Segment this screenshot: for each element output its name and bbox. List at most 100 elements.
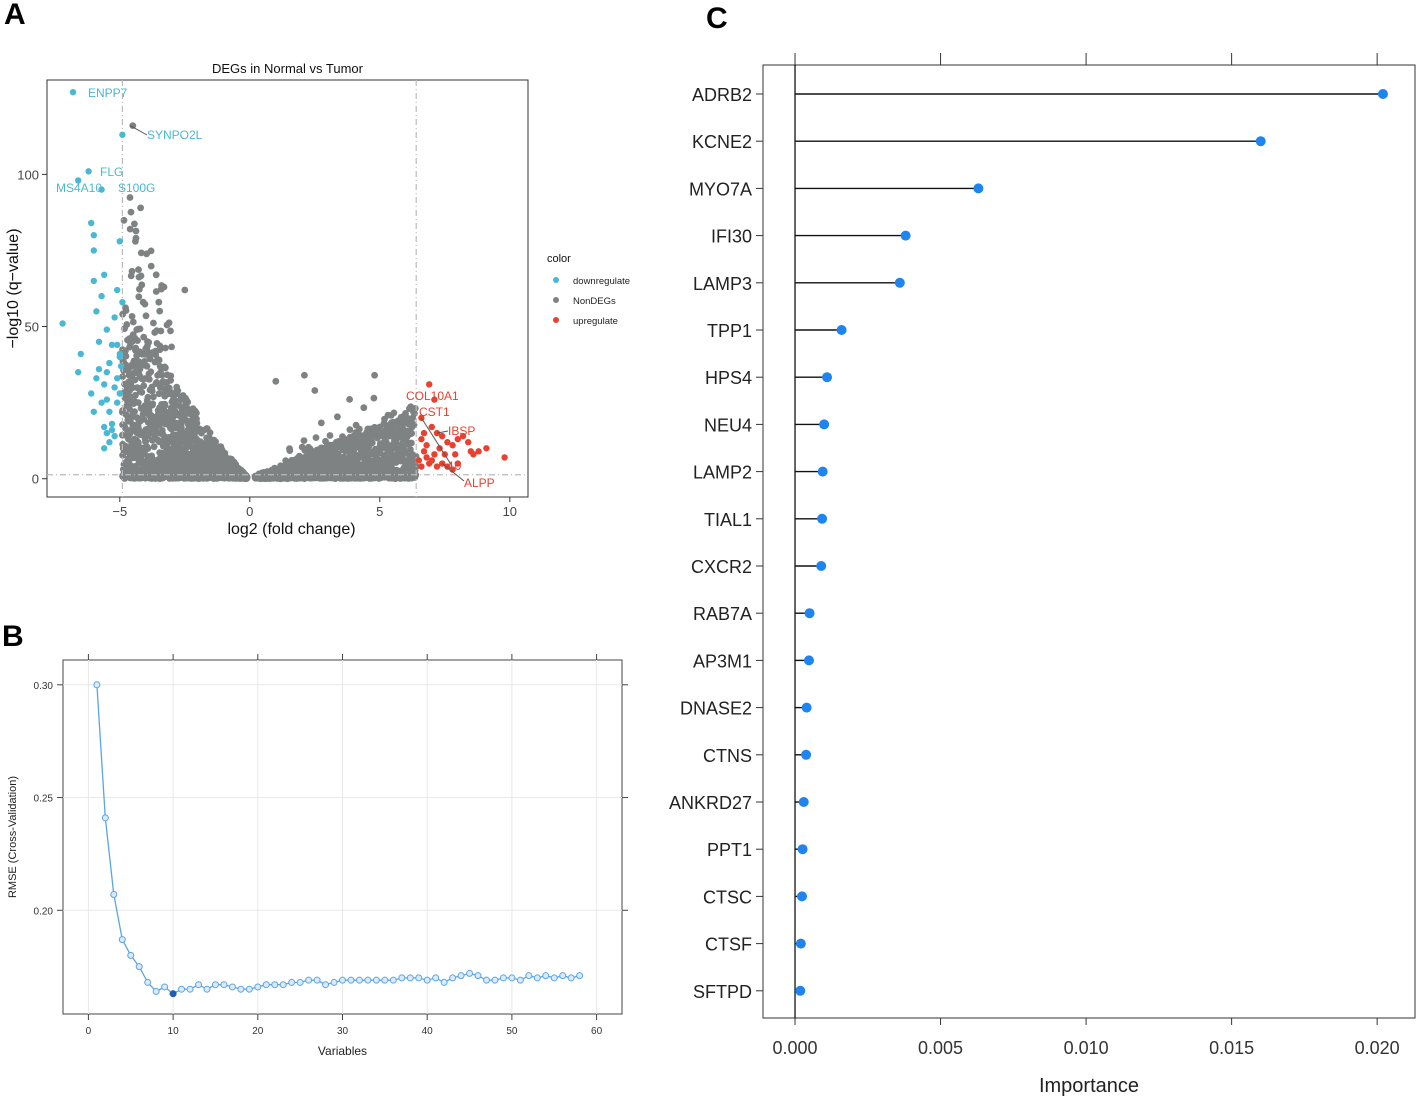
- rmse-x-tick-label: 40: [422, 1026, 434, 1037]
- importance-point: [801, 749, 812, 760]
- label-leader: [436, 430, 449, 434]
- upregulate-point: [454, 435, 461, 443]
- nondeg-point: [189, 405, 197, 412]
- importance-point: [795, 985, 806, 996]
- nondeg-point: [126, 225, 134, 233]
- rmse-y-tick-label: 0.30: [34, 681, 54, 692]
- nondeg-point: [353, 430, 360, 438]
- nondeg-point: [186, 410, 194, 418]
- rmse-point: [271, 981, 279, 989]
- panel-label-c: C: [706, 2, 728, 35]
- nondeg-point: [371, 371, 378, 379]
- downregulate-point: [106, 408, 113, 415]
- importance-point: [795, 938, 806, 949]
- nondeg-point: [152, 380, 160, 387]
- nondeg-point: [137, 272, 145, 280]
- nondeg-point: [365, 471, 373, 479]
- legend-swatch: [553, 277, 559, 283]
- nondeg-point: [382, 426, 389, 434]
- nondeg-point: [340, 460, 348, 468]
- nondeg-point: [362, 456, 370, 463]
- importance-point: [801, 702, 812, 713]
- downregulate-point: [111, 384, 118, 391]
- nondeg-point: [376, 449, 384, 457]
- nondeg-point: [346, 426, 354, 434]
- nondeg-point: [206, 459, 213, 467]
- rmse-point: [525, 972, 533, 980]
- nondeg-point: [181, 468, 189, 476]
- downregulate-point: [108, 420, 116, 428]
- nondeg-point: [389, 428, 396, 435]
- gene-name-label: TPP1: [707, 321, 752, 341]
- importance-x-tick-label: 0.005: [918, 1038, 963, 1058]
- nondeg-point: [176, 396, 184, 404]
- gene-name-label: CTSC: [703, 887, 752, 907]
- importance-plot-area: [762, 64, 1416, 1019]
- nondeg-point: [127, 272, 135, 280]
- importance-point: [817, 466, 828, 477]
- nondeg-point: [181, 286, 189, 294]
- nondeg-point: [135, 266, 142, 273]
- rmse-point: [262, 981, 270, 989]
- rmse-point: [195, 981, 203, 989]
- rmse-x-tick-label: 10: [168, 1026, 180, 1037]
- rmse-point: [389, 976, 397, 984]
- nondeg-point: [138, 388, 146, 396]
- nondeg-point: [156, 421, 163, 429]
- nondeg-point: [145, 339, 153, 346]
- gene-name-label: TIAL1: [704, 510, 752, 530]
- importance-point: [819, 419, 830, 430]
- importance-point: [803, 655, 814, 666]
- nondeg-point: [399, 438, 407, 446]
- downregulate-point: [95, 338, 103, 345]
- nondeg-point: [409, 451, 417, 459]
- rmse-point: [499, 974, 507, 982]
- nondeg-point: [322, 437, 329, 445]
- nondeg-point: [147, 368, 155, 376]
- upregulate-point: [428, 423, 435, 431]
- nondeg-point: [403, 414, 411, 421]
- nondeg-point: [127, 208, 135, 216]
- rmse-point: [423, 976, 431, 984]
- nondeg-point: [162, 344, 169, 352]
- nondeg-point: [216, 454, 224, 462]
- nondeg-point: [303, 473, 311, 481]
- nondeg-point: [169, 423, 177, 431]
- nondeg-point: [122, 391, 129, 399]
- importance-point: [798, 797, 809, 807]
- nondeg-point: [340, 446, 348, 454]
- nondeg-point: [149, 401, 156, 409]
- downregulate-point: [119, 298, 126, 306]
- nondeg-point: [135, 470, 143, 478]
- rmse-best-point: [169, 990, 177, 998]
- nondeg-point: [203, 467, 211, 475]
- nondeg-point: [166, 475, 173, 482]
- panel-label-a: A: [4, 0, 26, 31]
- upregulate-point: [483, 445, 490, 452]
- label-leader: [129, 125, 148, 136]
- rmse-point: [237, 985, 245, 993]
- nondeg-point: [228, 461, 235, 469]
- nondeg-point: [180, 405, 188, 413]
- gene-name-label: LAMP3: [693, 274, 752, 294]
- upregulate-point: [428, 457, 435, 464]
- upregulate-point: [439, 432, 446, 440]
- downregulate-point: [98, 292, 105, 300]
- nondeg-point: [179, 445, 187, 453]
- nondeg-point: [173, 419, 181, 427]
- rmse-point: [364, 976, 372, 984]
- nondeg-point: [137, 249, 145, 257]
- volcano-y-tick-label: 0: [32, 472, 39, 487]
- nondeg-point: [131, 334, 139, 342]
- gene-name-label: CXCR2: [691, 557, 752, 577]
- upregulate-point: [431, 451, 438, 458]
- rmse-y-axis-label: RMSE (Cross-Validation): [7, 776, 19, 898]
- nondeg-point: [200, 455, 208, 462]
- gene-label: S100G: [118, 181, 155, 195]
- volcano-y-axis-label: −log10 (q−value): [5, 228, 22, 348]
- importance-point: [900, 230, 911, 241]
- nondeg-point: [301, 371, 308, 379]
- downregulate-point: [106, 359, 113, 367]
- nondeg-point: [383, 451, 391, 459]
